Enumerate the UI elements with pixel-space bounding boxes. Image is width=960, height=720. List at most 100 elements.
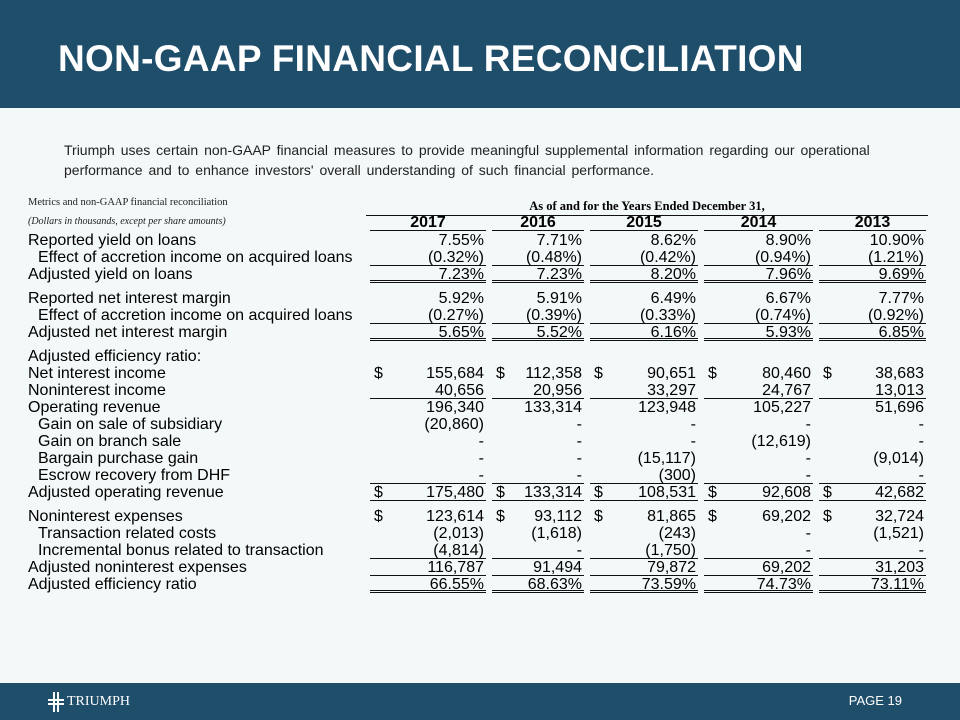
value-cell: 31,203: [819, 559, 926, 576]
value-cell: -: [492, 416, 584, 433]
cell-value: 69,202: [762, 508, 811, 525]
cell-value: 24,767: [762, 382, 811, 399]
cell-value: 90,651: [647, 365, 696, 382]
footer-bar: TRIUMPH PAGE 19: [0, 683, 960, 720]
cell-value: 69,202: [762, 559, 811, 576]
value-cell: 20,956: [492, 382, 584, 399]
value-cell: -: [704, 525, 813, 542]
dollar-sign: $: [496, 484, 505, 501]
table-row: Escrow recovery from DHF - - (300) - -: [28, 467, 928, 484]
row-label: Adjusted operating revenue: [28, 483, 224, 501]
cell-value: -: [805, 467, 811, 484]
table-row: Operating revenue 196,340 133,314 123,948 10…: [28, 398, 928, 417]
value-cell: -: [819, 416, 926, 433]
cell-value: 33,297: [647, 382, 696, 399]
row-label: Gain on sale of subsidiary: [38, 415, 223, 433]
value-cell: 51,696: [819, 399, 926, 416]
cell-value: -: [690, 433, 696, 450]
table-row: Incremental bonus related to transaction…: [28, 542, 928, 559]
cross-logo-icon: [48, 692, 64, 712]
cell-value: 5.52%: [536, 324, 582, 341]
value-cell: (4,814): [370, 542, 486, 559]
row-label: Escrow recovery from DHF: [38, 466, 231, 484]
cell-value: 133,314: [524, 484, 582, 501]
cell-value: 7.96%: [765, 266, 811, 283]
cell-value: 74.73%: [756, 576, 811, 593]
value-cell: -: [819, 542, 926, 559]
cell-value: 155,684: [426, 365, 484, 382]
year-header: 2014: [704, 214, 813, 231]
cell-value: (1,750): [645, 542, 696, 559]
value-cell: -: [370, 433, 486, 450]
cell-value: 5.91%: [536, 290, 582, 307]
value-cell: $42,682: [819, 484, 926, 501]
row-label: Reported yield on loans: [28, 231, 197, 249]
cell-value: -: [576, 433, 582, 450]
cell-value: -: [478, 467, 484, 484]
cell-value: (12,619): [751, 433, 811, 450]
value-cell: 7.23%: [370, 266, 486, 283]
value-cell: 6.67%: [704, 290, 813, 307]
value-cell: (0.74%): [704, 307, 813, 324]
value-cell: 9.69%: [819, 266, 926, 283]
cell-value: 5.93%: [765, 324, 811, 341]
value-cell: 6.49%: [590, 290, 698, 307]
year-header: 2017: [370, 214, 486, 231]
value-cell: (0.39%): [492, 307, 584, 324]
row-label: Bargain purchase gain: [38, 449, 199, 467]
cell-value: -: [918, 467, 924, 484]
value-cell: -: [819, 433, 926, 450]
cell-value: 105,227: [753, 399, 811, 416]
value-cell: $133,314: [492, 484, 584, 501]
cell-value: -: [576, 450, 582, 467]
year-header: 2016: [492, 214, 584, 231]
cell-value: (0.42%): [639, 249, 696, 266]
dollar-sign: $: [708, 508, 717, 525]
value-cell: 8.20%: [590, 266, 698, 283]
cell-value: -: [690, 416, 696, 433]
cell-value: 8.62%: [650, 232, 696, 249]
value-cell: 7.71%: [492, 232, 584, 249]
cell-value: 73.11%: [870, 576, 924, 593]
dollar-sign: $: [374, 508, 383, 525]
value-cell: -: [590, 416, 698, 433]
cell-value: 196,340: [426, 399, 484, 416]
value-cell: (20,860): [370, 416, 486, 433]
cell-value: (0.48%): [525, 249, 582, 266]
value-cell: 13,013: [819, 382, 926, 399]
cell-value: 6.49%: [650, 290, 696, 307]
row-label: Adjusted yield on loans: [28, 265, 193, 283]
value-cell: (0.92%): [819, 307, 926, 324]
page-number: PAGE 19: [848, 693, 902, 708]
value-cell: $93,112: [492, 508, 584, 525]
table-row: Transaction related costs (2,013) (1,618) (…: [28, 524, 928, 543]
value-cell: 6.85%: [819, 324, 926, 341]
cell-value: 123,948: [638, 399, 696, 416]
cell-value: 10.90%: [869, 232, 924, 249]
dollar-sign: $: [594, 365, 603, 382]
value-cell: 10.90%: [819, 232, 926, 249]
row-label: Transaction related costs: [38, 524, 217, 542]
cell-value: 79,872: [647, 559, 696, 576]
year-header: 2013: [819, 214, 926, 231]
row-label: Reported net interest margin: [28, 289, 231, 307]
value-cell: (0.94%): [704, 249, 813, 266]
row-label: Adjusted efficiency ratio:: [28, 347, 202, 365]
cell-value: 9.69%: [878, 266, 924, 283]
cell-value: 108,531: [638, 484, 696, 501]
cell-value: 42,682: [875, 484, 924, 501]
table-row: Bargain purchase gain - - (15,117) - (9,014): [28, 449, 928, 468]
row-label: Incremental bonus related to transaction: [38, 541, 324, 559]
cell-value: 92,608: [762, 484, 811, 501]
cell-value: (300): [658, 467, 696, 484]
cell-value: 81,865: [647, 508, 696, 525]
cell-value: -: [918, 416, 924, 433]
value-cell: -: [370, 467, 486, 484]
value-cell: [819, 348, 926, 365]
value-cell: 116,787: [370, 559, 486, 576]
cell-value: 73.59%: [641, 576, 696, 593]
cell-value: 5.65%: [438, 324, 484, 341]
row-label: Operating revenue: [28, 398, 161, 416]
cell-value: 32,724: [875, 508, 924, 525]
table-row: Noninterest income 40,656 20,956 33,297 24,7…: [28, 382, 928, 399]
